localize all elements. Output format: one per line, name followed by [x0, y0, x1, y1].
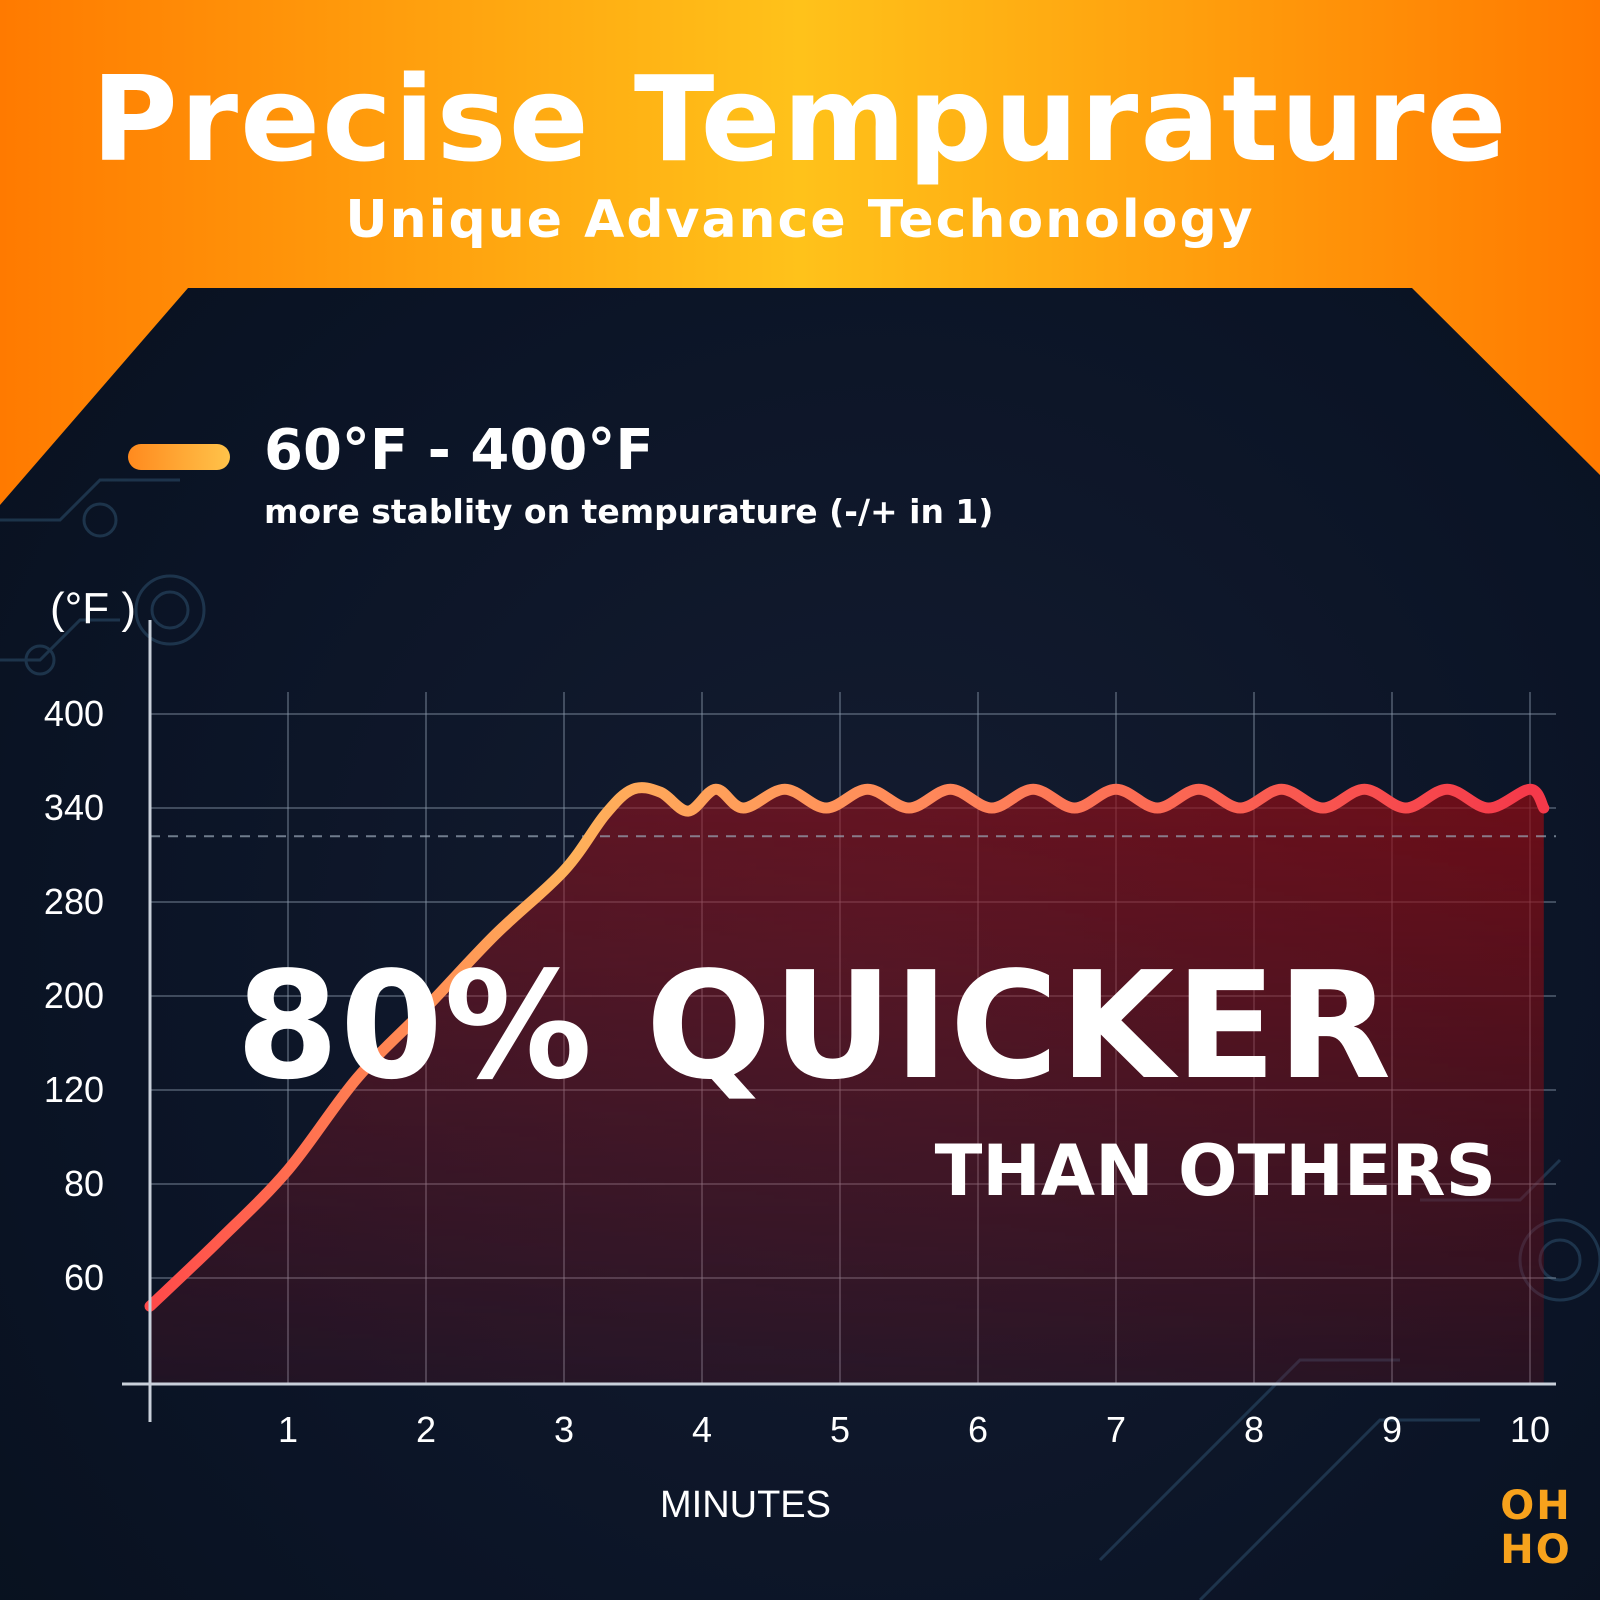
x-tick-label: 9	[1382, 1409, 1402, 1450]
x-tick-label: 4	[692, 1409, 712, 1450]
x-tick-label: 6	[968, 1409, 988, 1450]
y-tick-label: 280	[44, 881, 104, 922]
brand-logo-line2: HO	[1500, 1527, 1572, 1573]
headline-quicker: 80% QUICKER	[236, 940, 1393, 1112]
x-tick-label: 3	[554, 1409, 574, 1450]
brand-logo-line1: OH	[1500, 1483, 1572, 1529]
x-tick-label: 8	[1244, 1409, 1264, 1450]
legend-note: more stablity on tempurature (-/+ in 1)	[264, 492, 994, 531]
x-tick-label: 1	[278, 1409, 298, 1450]
x-axis-title: MINUTES	[660, 1484, 831, 1526]
legend-swatch	[128, 444, 230, 470]
temperature-chart: 60 80 120 200 280 340 400 1 2 3 4 5 6 7 8 9 10	[44, 620, 1556, 1450]
y-axis-unit-label: (°F )	[50, 584, 137, 633]
x-tick-label: 2	[416, 1409, 436, 1450]
x-tick-labels: 1 2 3 4 5 6 7 8 9 10	[278, 1409, 1550, 1450]
x-tick-label: 10	[1510, 1409, 1550, 1450]
y-tick-label: 340	[44, 787, 104, 828]
legend-range: 60°F - 400°F	[264, 418, 654, 483]
y-tick-label: 60	[64, 1257, 104, 1298]
page-subtitle: Unique Advance Techonology	[345, 190, 1255, 250]
y-tick-label: 120	[44, 1069, 104, 1110]
x-tick-label: 5	[830, 1409, 850, 1450]
y-tick-labels: 60 80 120 200 280 340 400	[44, 693, 104, 1298]
x-tick-label: 7	[1106, 1409, 1126, 1450]
brand-logo: OH HO	[1486, 1484, 1586, 1572]
y-tick-label: 200	[44, 975, 104, 1016]
page-title: Precise Tempurature	[91, 50, 1509, 188]
y-tick-label: 400	[44, 693, 104, 734]
temperature-curve	[144, 782, 1550, 1312]
headline-than-others: THAN OTHERS	[934, 1130, 1496, 1212]
y-tick-label: 80	[64, 1163, 104, 1204]
header-banner	[0, 0, 1600, 505]
